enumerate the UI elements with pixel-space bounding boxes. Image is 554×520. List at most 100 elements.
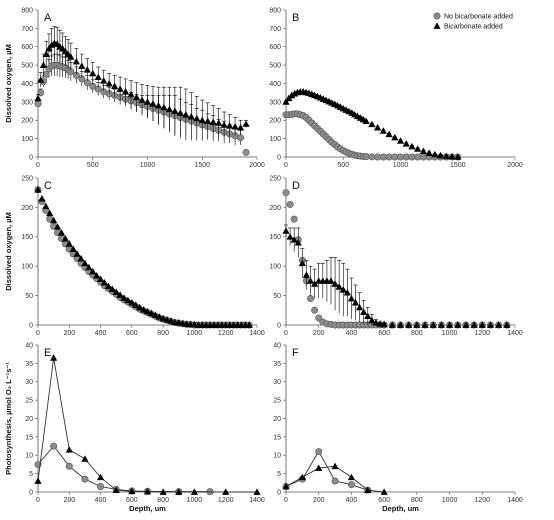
- data-point: [315, 464, 323, 471]
- x-tick-label: 0: [36, 162, 40, 169]
- y-tick-label: 10: [25, 453, 33, 460]
- data-point: [190, 488, 199, 495]
- x-tick-label: 200: [313, 497, 325, 504]
- y-tick-label: 250: [269, 175, 281, 182]
- x-tick-label: 800: [411, 330, 423, 337]
- y-tick-label: 600: [269, 44, 281, 51]
- data-point: [379, 127, 387, 134]
- y-tick-label: 0: [29, 322, 33, 329]
- data-point: [396, 137, 405, 144]
- series-bicarbonate: [282, 462, 388, 495]
- x-tick-label: 500: [337, 162, 349, 169]
- data-point: [112, 288, 120, 295]
- data-point: [149, 100, 157, 107]
- data-point: [165, 105, 173, 113]
- data-point: [159, 488, 167, 495]
- x-tick-label: 600: [126, 497, 138, 504]
- data-point: [143, 488, 152, 495]
- data-point: [226, 122, 234, 129]
- y-tick-label: 0: [277, 322, 281, 329]
- data-point: [495, 321, 503, 328]
- data-point: [347, 481, 355, 489]
- data-point: [34, 186, 42, 193]
- data-point: [198, 116, 206, 124]
- data-point: [220, 121, 228, 128]
- y-tick-label: 300: [269, 99, 281, 106]
- x-axis-label: Depth, um: [382, 504, 419, 513]
- panel-a: 0 100 200 300 400 500 600 700 800 0 500 1000 1500 200…: [4, 7, 265, 169]
- data-point: [89, 267, 97, 275]
- data-point: [385, 130, 393, 138]
- x-tick-label: 1200: [218, 330, 234, 337]
- data-point: [288, 91, 296, 99]
- legend-label: Bicarbonate added: [444, 24, 503, 31]
- data-point: [139, 306, 148, 313]
- data-point: [442, 152, 450, 160]
- x-tick-label: 1200: [474, 330, 490, 337]
- x-tick-label: 600: [378, 330, 390, 337]
- data-point: [143, 98, 152, 105]
- x-tick-label: 800: [157, 497, 169, 504]
- x-tick-label: 1500: [194, 162, 210, 169]
- x-tick-label: 0: [36, 497, 40, 504]
- y-tick-label: 150: [269, 234, 281, 241]
- data-point: [294, 239, 302, 246]
- data-point: [34, 94, 42, 102]
- data-point: [396, 321, 405, 328]
- data-point: [419, 147, 427, 154]
- data-point: [282, 482, 290, 490]
- data-point: [339, 286, 347, 293]
- data-point: [77, 254, 85, 262]
- x-tick-label: 0: [284, 330, 288, 337]
- data-point: [405, 321, 413, 328]
- data-point: [437, 321, 445, 328]
- data-point: [298, 259, 306, 267]
- data-point: [302, 271, 311, 278]
- y-tick-label: 0: [29, 154, 33, 161]
- data-point: [50, 216, 58, 224]
- x-tick-label: 1000: [140, 162, 156, 169]
- y-tick-label: 10: [273, 453, 281, 460]
- data-point: [436, 151, 445, 159]
- y-tick-label: 500: [21, 63, 33, 70]
- data-point: [69, 245, 77, 253]
- data-point: [237, 134, 245, 142]
- panel-label: B: [292, 12, 299, 24]
- data-point: [425, 149, 433, 156]
- data-point: [171, 107, 179, 114]
- data-point: [163, 316, 171, 323]
- y-tick-label: 15: [273, 434, 281, 441]
- y-tick-label: 800: [21, 7, 33, 14]
- data-point: [306, 277, 315, 284]
- data-point: [347, 473, 356, 481]
- y-tick-label: 40: [25, 342, 33, 349]
- series-bicarbonate: [34, 354, 261, 495]
- data-point: [454, 321, 462, 328]
- data-point: [143, 307, 152, 315]
- y-tick-label: 200: [21, 118, 33, 125]
- data-point: [124, 296, 132, 304]
- data-point: [50, 354, 58, 361]
- data-point: [155, 313, 163, 320]
- data-point: [122, 88, 130, 95]
- data-point: [193, 114, 201, 122]
- data-point: [116, 85, 124, 92]
- y-axis-label: Photosynthesis, µmol O₂ L⁻¹s⁻¹: [4, 362, 13, 475]
- legend-label: No bicarbonate added: [444, 14, 513, 21]
- y-tick-label: 500: [269, 63, 281, 70]
- data-point: [65, 240, 73, 247]
- x-tick-label: 400: [95, 497, 107, 504]
- x-tick-label: 400: [95, 330, 107, 337]
- data-point: [96, 275, 105, 283]
- y-tick-label: 100: [21, 136, 33, 143]
- data-point: [38, 194, 46, 202]
- y-tick-label: 40: [273, 342, 281, 349]
- data-point: [388, 321, 396, 328]
- series-bicarbonate: [282, 224, 511, 328]
- panel-label: F: [292, 347, 299, 359]
- x-tick-label: 1000: [442, 330, 458, 337]
- data-point: [429, 321, 437, 328]
- y-tick-label: 20: [25, 416, 33, 423]
- series-bicarbonate: [282, 88, 462, 160]
